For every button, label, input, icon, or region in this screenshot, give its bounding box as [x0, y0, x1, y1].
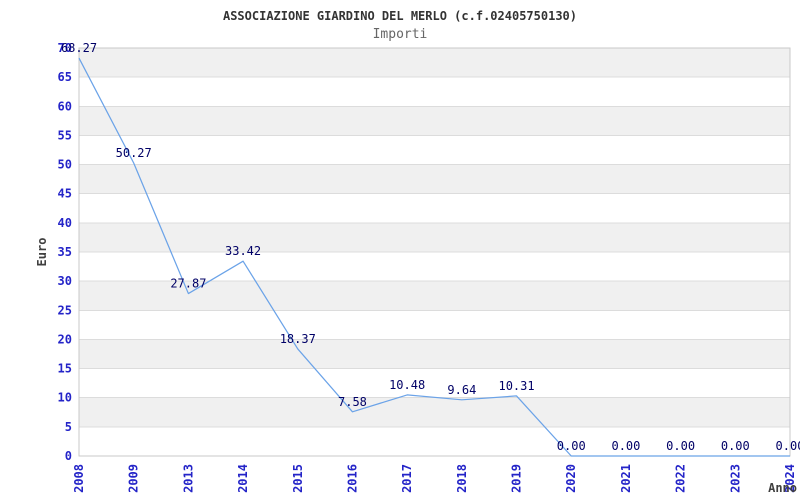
y-tick-label: 10 — [58, 391, 72, 405]
data-point-label: 50.27 — [116, 146, 152, 160]
data-point-label: 0.00 — [611, 439, 640, 453]
y-tick-label: 45 — [58, 187, 72, 201]
data-point-label: 0.00 — [557, 439, 586, 453]
y-tick-label: 65 — [58, 70, 72, 84]
plot-band — [79, 222, 790, 252]
y-tick-label: 55 — [58, 128, 72, 142]
y-tick-label: 20 — [58, 332, 72, 346]
plot-band — [79, 48, 790, 78]
chart-subtitle: Importi — [373, 27, 428, 42]
x-tick-label: 2014 — [236, 464, 250, 493]
plot-band — [79, 281, 790, 311]
data-point-label: 10.31 — [498, 379, 534, 393]
x-tick-label: 2009 — [127, 464, 141, 493]
x-tick-label: 2021 — [619, 464, 633, 493]
plot-band — [79, 77, 790, 107]
y-tick-label: 70 — [58, 41, 72, 55]
y-tick-label: 0 — [65, 449, 72, 463]
data-point-label: 0.00 — [776, 439, 800, 453]
y-axis-title: Euro — [35, 238, 49, 267]
plot-band — [79, 135, 790, 165]
x-tick-label: 2018 — [455, 464, 469, 493]
plot-area: 0 5 10 15 20 25 30 35 40 45 50 55 60 65 70 2008 2009 2013… — [58, 41, 800, 493]
data-point-label: 33.42 — [225, 244, 261, 258]
plot-band — [79, 164, 790, 194]
y-tick-label: 50 — [58, 158, 72, 172]
x-tick-label: 2023 — [728, 464, 742, 493]
data-point-label: 9.64 — [447, 383, 476, 397]
plot-band — [79, 339, 790, 369]
x-tick-label: 2016 — [345, 464, 359, 493]
data-point-label: 0.00 — [721, 439, 750, 453]
y-tick-label: 60 — [58, 99, 72, 113]
x-tick-label: 2013 — [181, 464, 195, 493]
plot-band — [79, 310, 790, 340]
x-axis-title: Anno — [768, 481, 797, 495]
series-line — [78, 57, 790, 457]
plot-band — [79, 106, 790, 136]
plot-band — [79, 368, 790, 398]
x-tick-label: 2019 — [510, 464, 524, 493]
x-tick-label: 2008 — [72, 464, 86, 493]
data-point-label: 18.37 — [280, 332, 316, 346]
data-point-label: 7.58 — [338, 395, 367, 409]
plot-band — [79, 426, 790, 456]
y-tick-label: 35 — [58, 245, 72, 259]
x-tick-label: 2024 — [783, 464, 797, 493]
y-tick-label: 15 — [58, 362, 72, 376]
plot-band — [79, 252, 790, 282]
plot-border — [78, 47, 791, 457]
y-tick-label: 30 — [58, 274, 72, 288]
data-point-label: 10.48 — [389, 378, 425, 392]
y-tick-label: 5 — [65, 420, 72, 434]
y-tick-label: 40 — [58, 216, 72, 230]
data-point-label: 0.00 — [666, 439, 695, 453]
chart-title: ASSOCIAZIONE GIARDINO DEL MERLO (c.f.024… — [223, 9, 577, 23]
x-tick-label: 2017 — [400, 464, 414, 493]
x-tick-label: 2022 — [674, 464, 688, 493]
x-tick-label: 2015 — [291, 464, 305, 493]
data-point-label: 27.87 — [170, 277, 206, 291]
y-tick-label: 25 — [58, 303, 72, 317]
data-point-label: 68.27 — [61, 41, 97, 55]
x-tick-label: 2020 — [564, 464, 578, 493]
plot-band — [79, 397, 790, 427]
plot-band — [79, 193, 790, 223]
